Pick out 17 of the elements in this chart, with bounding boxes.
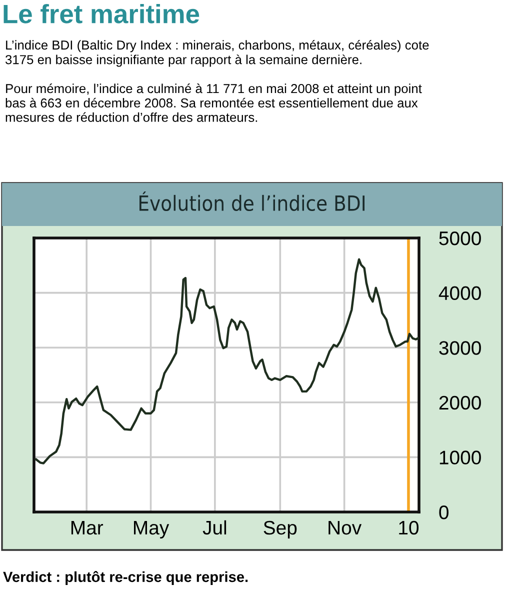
chart-title: Le fret maritime (4, 4, 200, 24)
y-tick-label: 2000 (439, 396, 481, 410)
y-tick-label: 0 (439, 505, 448, 520)
x-tick-label: Sep (264, 520, 297, 538)
x-tick-label: Mar (71, 521, 104, 535)
y-tick-label: 3000 (439, 341, 481, 355)
x-tick-label: 10 (399, 520, 419, 535)
line-series (34, 258, 419, 464)
text: L’indice BDI (Baltic Dry Index : minerais, charbons, métaux, céréales) cote 3175 en baisse insignifiante par rapport à la semaine dernière. Pour mémoire, l’indice a culminé à 11 771 en mai 2008 et atteint un point bas à 663 en décembre 2008. Sa remontée est essentiellement due aux mesures de réduction d’offre des armateurs. (5, 40, 429, 122)
x-tick-label: Nov (328, 521, 362, 535)
y-tick-label: 4000 (438, 286, 481, 300)
x-tick-label: Jul (202, 520, 226, 535)
text: Verdict : plutôt re-crise que reprise. (3, 571, 248, 585)
text: Évolution de l’indice BDI (140, 191, 365, 212)
y-tick-label: 1000 (440, 450, 481, 464)
x-tick-label: May (134, 521, 170, 538)
y-tick-label: 5000 (439, 231, 481, 246)
